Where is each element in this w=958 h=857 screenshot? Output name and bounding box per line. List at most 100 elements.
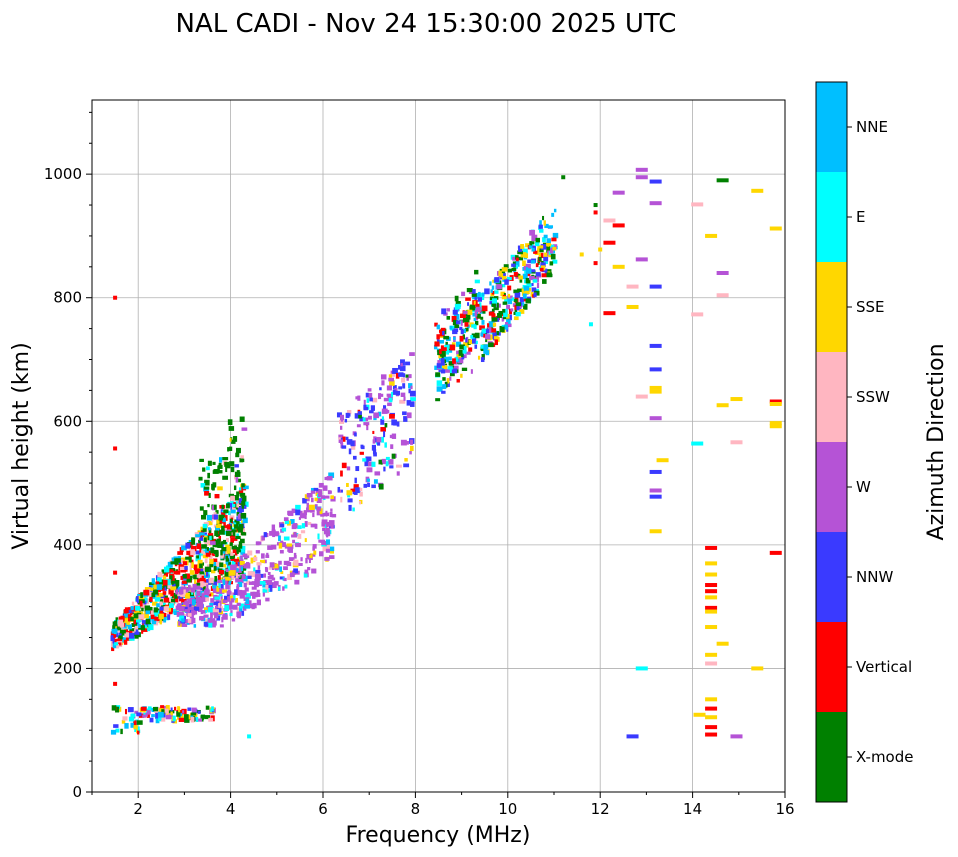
f-layer-echo xyxy=(184,573,191,579)
w-trace-echo xyxy=(300,510,303,515)
spread-echo xyxy=(342,436,346,442)
f-layer-echo xyxy=(111,647,115,652)
spread-f-echo xyxy=(440,369,446,374)
spread-echo xyxy=(390,373,396,377)
f-layer-echo xyxy=(182,573,187,579)
spread-f-echo xyxy=(519,279,523,283)
w-trace-echo xyxy=(209,602,214,608)
f-layer-echo xyxy=(181,580,188,584)
w-trace-echo xyxy=(241,610,245,616)
spread-echo xyxy=(378,459,381,465)
f-layer-echo xyxy=(200,551,206,557)
f-layer-echo xyxy=(119,635,123,640)
spread-echo xyxy=(371,444,376,451)
spread-f-echo xyxy=(553,208,557,213)
w-trace-echo xyxy=(224,605,230,612)
echo-point xyxy=(705,706,718,711)
spread-echo xyxy=(381,408,388,414)
f-layer-echo xyxy=(189,565,193,572)
f-layer-echo xyxy=(141,607,144,612)
spread-f-echo xyxy=(473,317,476,322)
w-trace-echo xyxy=(311,497,314,503)
echo-point xyxy=(691,202,704,207)
f-layer-echo xyxy=(158,592,164,597)
w-trace-echo xyxy=(211,622,216,628)
spread-f-echo xyxy=(462,334,465,340)
spread-f-echo xyxy=(503,324,508,330)
echo-point xyxy=(635,666,648,671)
spread-f-echo xyxy=(550,244,555,249)
f-layer-echo xyxy=(241,483,245,488)
chart-title: NAL CADI - Nov 24 15:30:00 2025 UTC xyxy=(176,9,677,39)
spread-f-echo xyxy=(523,265,526,271)
spread-f-echo xyxy=(463,316,470,323)
spread-f-echo xyxy=(543,234,548,239)
f-layer-echo xyxy=(208,492,211,498)
w-trace-echo xyxy=(331,513,337,518)
f-layer-echo xyxy=(191,537,196,541)
spread-f-echo xyxy=(474,269,479,275)
x-tick-label: 12 xyxy=(591,800,610,818)
w-trace-echo xyxy=(297,525,302,529)
spread-echo xyxy=(395,464,402,468)
e-layer-echo xyxy=(130,713,136,718)
f-layer-echo xyxy=(141,628,144,634)
spread-f-echo xyxy=(466,309,473,315)
spread-echo xyxy=(387,394,393,401)
e-layer-echo xyxy=(158,718,162,722)
y-tick-label: 600 xyxy=(53,412,82,430)
w-trace-echo xyxy=(193,624,197,628)
f-layer-echo xyxy=(181,581,186,587)
e-layer-echo xyxy=(136,712,142,717)
e-layer-echo xyxy=(161,709,165,714)
w-trace-echo xyxy=(208,622,213,628)
e-layer-echo xyxy=(172,715,176,722)
w-trace-echo xyxy=(212,585,218,589)
w-trace-echo xyxy=(183,602,186,607)
f-layer-echo xyxy=(151,601,158,606)
f-layer-echo xyxy=(207,472,211,479)
f-layer-echo xyxy=(151,592,156,598)
echo-point xyxy=(598,247,603,252)
w-trace-echo xyxy=(205,618,209,625)
w-trace-echo xyxy=(187,613,192,617)
spread-f-echo xyxy=(537,245,544,249)
spread-echo xyxy=(369,410,374,414)
spread-f-echo xyxy=(436,334,440,340)
y-tick-label: 1000 xyxy=(44,165,82,183)
w-trace-echo xyxy=(242,553,248,557)
f-layer-echo xyxy=(151,578,155,584)
spread-echo xyxy=(367,482,370,488)
w-trace-echo xyxy=(314,497,318,502)
spread-f-echo xyxy=(442,330,445,336)
spread-f-echo xyxy=(478,291,481,297)
w-trace-echo xyxy=(229,570,236,576)
f-layer-echo xyxy=(218,457,223,463)
w-trace-echo xyxy=(279,566,283,572)
w-trace-echo xyxy=(291,508,297,514)
w-trace-echo xyxy=(304,538,307,543)
spread-f-echo xyxy=(535,237,541,243)
spread-echo xyxy=(376,436,382,443)
spread-f-echo xyxy=(518,275,524,280)
f-layer-echo xyxy=(191,545,197,552)
spread-echo xyxy=(405,374,410,378)
f-layer-echo xyxy=(143,622,148,628)
w-trace-echo xyxy=(325,539,331,545)
f-layer-echo xyxy=(136,619,141,623)
f-layer-echo xyxy=(208,550,212,555)
spread-f-echo xyxy=(472,289,476,294)
spread-f-echo xyxy=(507,298,513,305)
f-layer-echo xyxy=(226,503,230,509)
f-layer-echo xyxy=(146,606,153,611)
spread-f-echo xyxy=(519,297,524,303)
spread-f-echo xyxy=(443,356,449,363)
w-trace-echo xyxy=(234,597,238,603)
w-trace-echo xyxy=(187,618,192,623)
echo-point xyxy=(247,734,252,739)
f-layer-echo xyxy=(235,535,241,540)
f-layer-echo xyxy=(242,517,248,524)
echo-point xyxy=(705,583,718,588)
f-layer-echo xyxy=(230,551,234,557)
f-layer-echo xyxy=(206,514,212,521)
